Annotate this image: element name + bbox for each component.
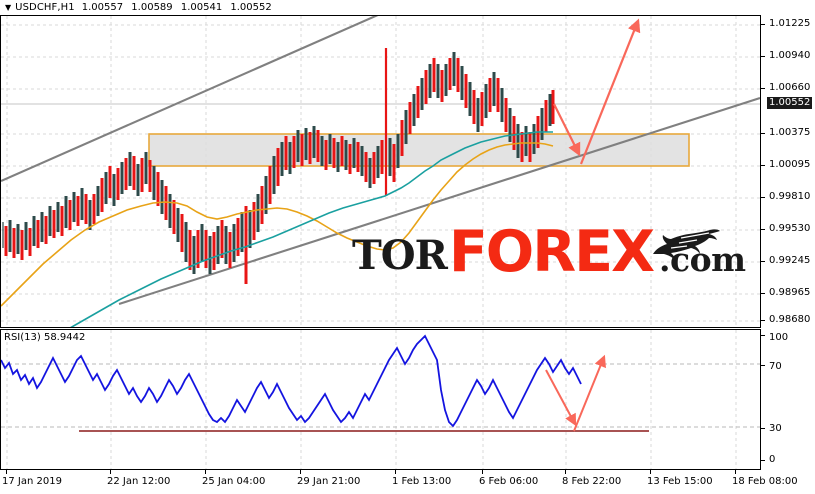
- price-tick-label: 0.98680: [769, 314, 811, 325]
- price-chart-canvas: [1, 16, 760, 327]
- price-tick-label: 1.00940: [769, 50, 811, 61]
- time-tick-label: 1 Feb 13:00: [392, 476, 452, 487]
- time-tick-label: 22 Jan 12:00: [107, 476, 171, 487]
- symbol-label: USDCHF,H1: [15, 2, 75, 13]
- rsi-tick-label: 70: [769, 361, 782, 372]
- axis-tick: [761, 24, 765, 25]
- axis-tick: [761, 133, 765, 134]
- rsi-forecast-arrows[interactable]: [545, 354, 606, 432]
- price-tick-label: 1.00660: [769, 82, 811, 93]
- time-tick: [650, 470, 651, 474]
- axis-tick: [761, 197, 765, 198]
- trend-channel-upper-line: [1, 16, 379, 182]
- time-tick-label: 8 Feb 22:00: [562, 476, 622, 487]
- time-tick-label: 29 Jan 21:00: [297, 476, 361, 487]
- close-value: 1.00552: [230, 2, 272, 13]
- axis-tick: [761, 428, 765, 429]
- time-tick-label: 25 Jan 04:00: [202, 476, 266, 487]
- rsi-tick-label: 30: [769, 423, 782, 434]
- support-resistance-zone[interactable]: [148, 133, 690, 167]
- rsi-chart-canvas: [1, 330, 760, 469]
- time-tick: [735, 470, 736, 474]
- time-tick: [482, 470, 483, 474]
- ma-fast-line: [1, 142, 554, 307]
- candlestick-series: [2, 48, 555, 284]
- axis-tick: [761, 460, 765, 461]
- axis-tick: [761, 261, 765, 262]
- axis-tick: [761, 365, 765, 366]
- price-chart-pane[interactable]: [0, 15, 760, 328]
- forecast-arrow-up[interactable]: [579, 18, 641, 165]
- axis-tick: [761, 229, 765, 230]
- time-tick: [110, 470, 111, 474]
- rsi-axis[interactable]: 100 70 30 0: [760, 329, 815, 470]
- time-tick: [395, 470, 396, 474]
- ma-slow-line: [70, 131, 553, 327]
- price-tick-label: 0.99245: [769, 255, 811, 266]
- high-value: 1.00589: [131, 2, 173, 13]
- time-tick: [205, 470, 206, 474]
- time-tick-label: 13 Feb 15:00: [647, 476, 713, 487]
- rsi-line: [1, 334, 582, 428]
- forecast-arrows[interactable]: [553, 18, 641, 165]
- rsi-indicator-pane[interactable]: [0, 329, 760, 470]
- time-tick: [6, 470, 7, 474]
- rsi-tick-label: 100: [769, 332, 789, 343]
- time-tick: [565, 470, 566, 474]
- rsi-forecast-arrow-up[interactable]: [573, 354, 606, 432]
- price-tick-label: 0.99530: [769, 223, 811, 234]
- axis-tick: [761, 88, 765, 89]
- low-value: 1.00541: [180, 2, 223, 13]
- time-axis[interactable]: 17 Jan 2019 22 Jan 12:00 25 Jan 04:00 29…: [0, 470, 815, 494]
- time-tick-label: 17 Jan 2019: [2, 476, 62, 487]
- trend-channel[interactable]: [1, 16, 760, 305]
- rsi-forecast-arrow-down[interactable]: [545, 369, 577, 427]
- chevron-down-icon[interactable]: ▼: [5, 2, 12, 12]
- time-tick-label: 18 Feb 08:00: [732, 476, 798, 487]
- trend-channel-lower-line: [118, 97, 760, 305]
- axis-tick: [761, 320, 765, 321]
- axis-tick: [761, 293, 765, 294]
- price-tick-label: 0.99810: [769, 191, 811, 202]
- open-value: 1.00557: [81, 2, 124, 13]
- rsi-tick-label: 0: [769, 454, 776, 465]
- current-price-label: 1.00552: [767, 97, 813, 109]
- price-tick-label: 0.98965: [769, 287, 811, 298]
- price-tick-label: 1.01225: [769, 18, 811, 29]
- rsi-level-lines: [1, 363, 760, 428]
- ohlc-values: 1.00557 1.00589 1.00541 1.00552: [82, 2, 277, 13]
- price-tick-label: 1.00095: [769, 159, 811, 170]
- axis-tick: [761, 56, 765, 57]
- rsi-vertical-gridlines: [6, 330, 737, 469]
- axis-tick: [761, 165, 765, 166]
- time-tick-label: 6 Feb 06:00: [479, 476, 539, 487]
- rsi-legend-label: RSI(13) 58.9442: [4, 332, 86, 343]
- price-axis[interactable]: 1.01225 1.00940 1.00660 1.00552 1.00375 …: [760, 15, 815, 328]
- time-tick: [300, 470, 301, 474]
- price-tick-label: 1.00375: [769, 127, 811, 138]
- forecast-arrow-down[interactable]: [553, 103, 581, 157]
- axis-tick: [761, 335, 765, 336]
- chart-header: ▼ USDCHF,H1 1.00557 1.00589 1.00541 1.00…: [0, 0, 815, 15]
